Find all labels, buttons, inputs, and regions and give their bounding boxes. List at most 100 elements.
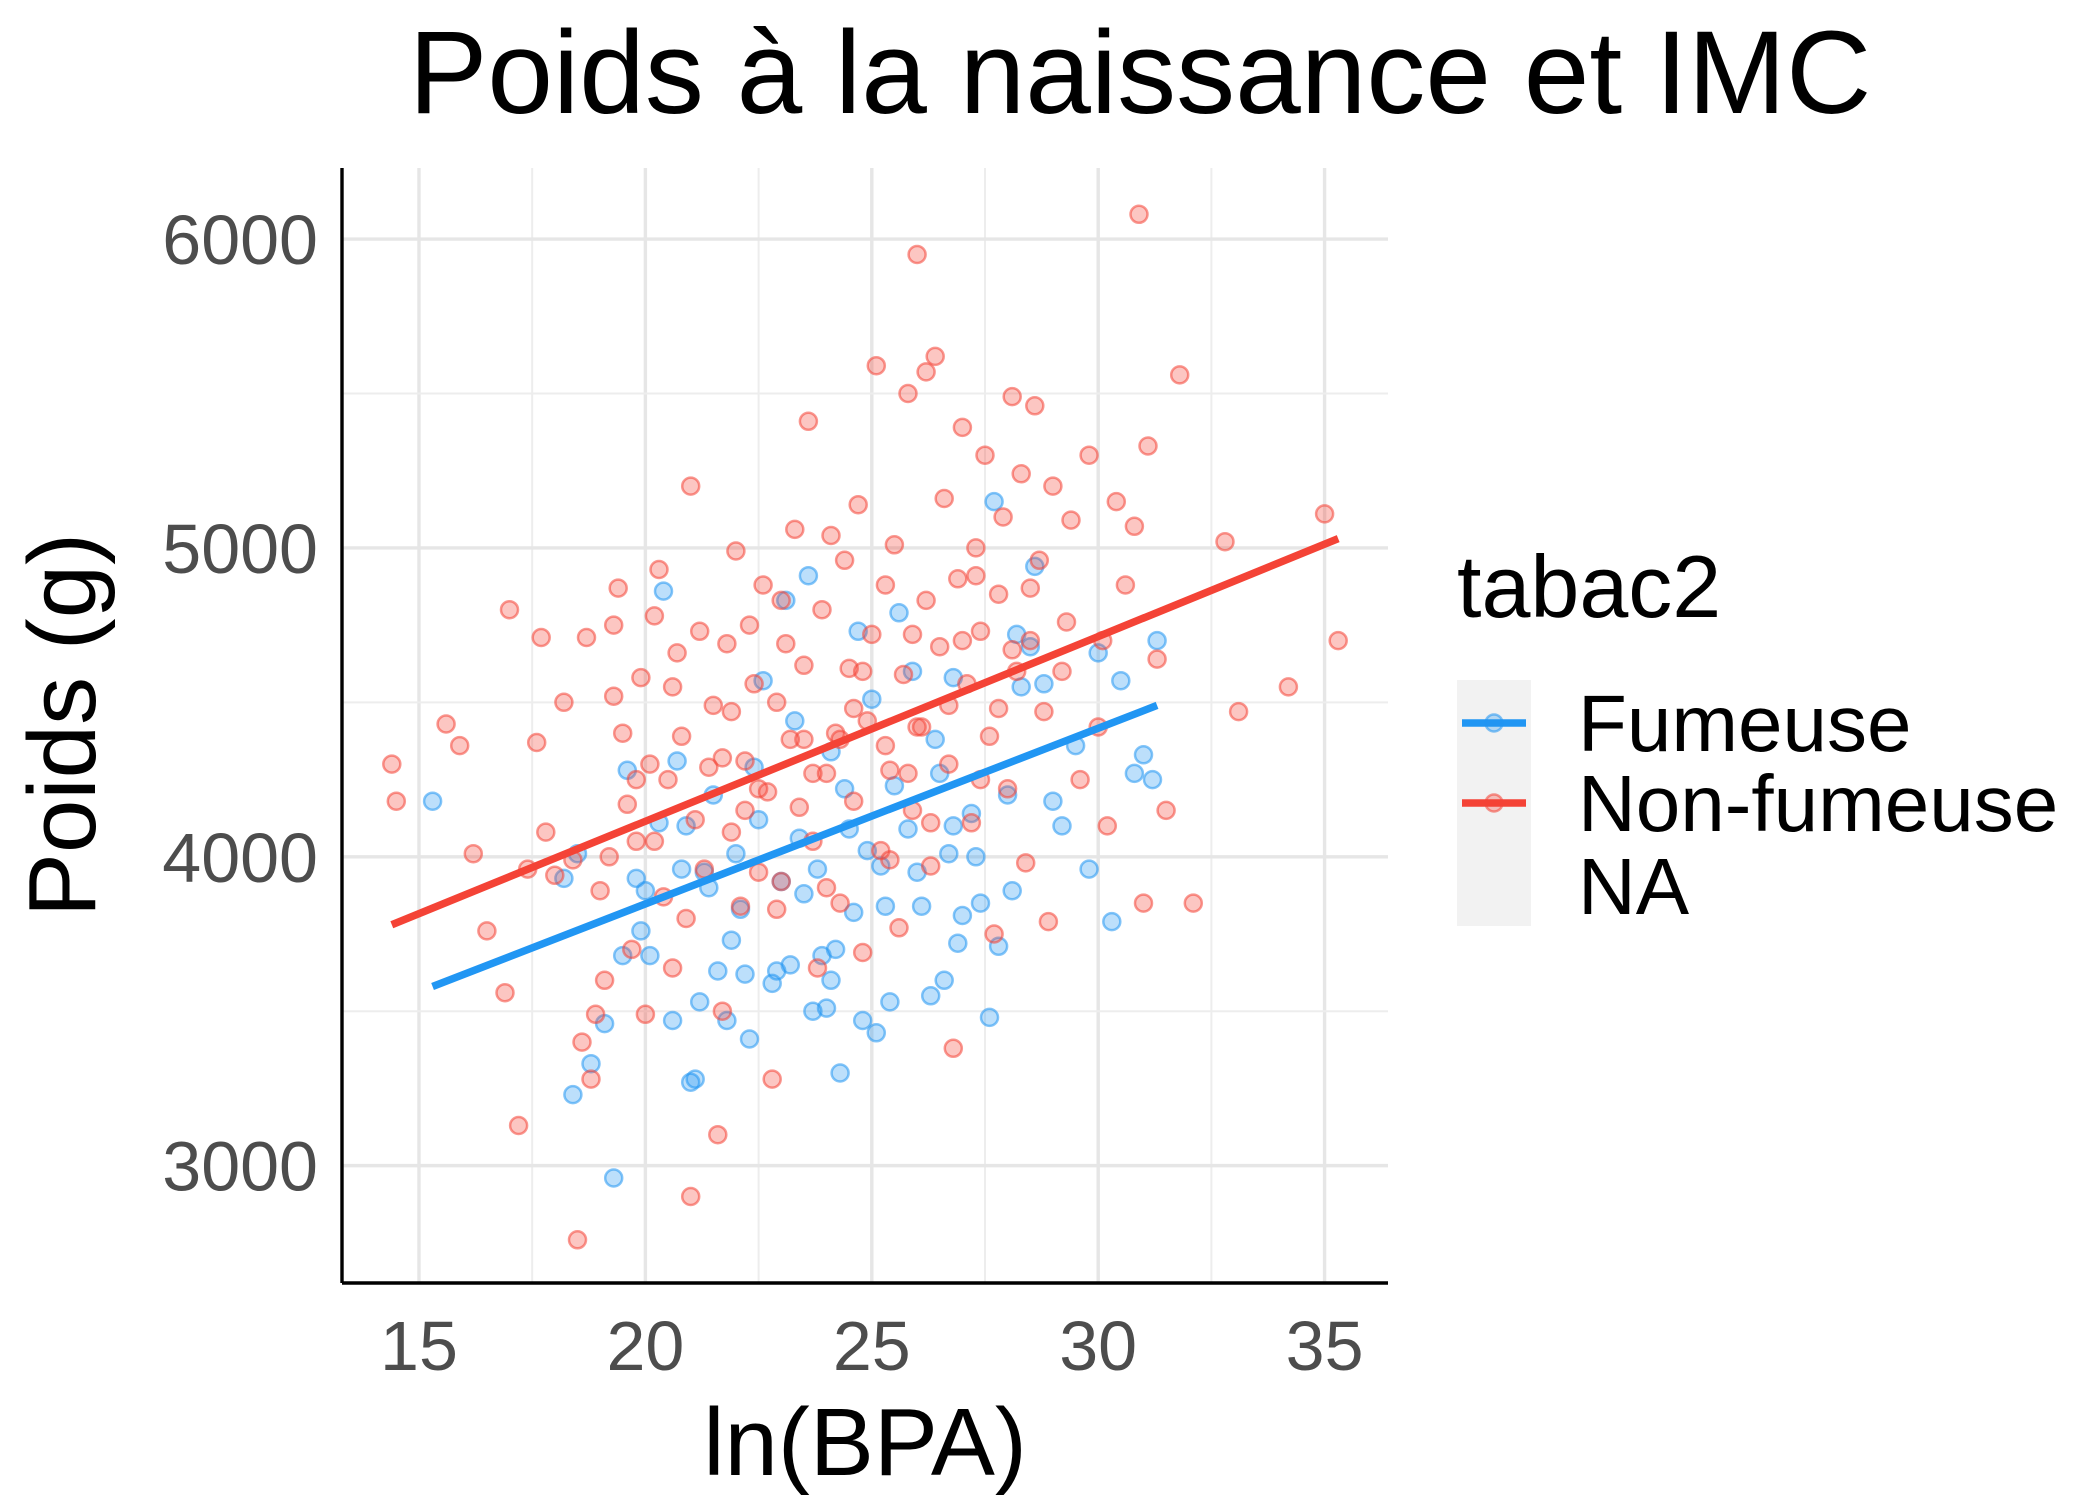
data-point [1314,504,1335,524]
data-point [649,559,669,580]
data-point [662,958,683,978]
data-point [1052,816,1072,836]
data-point [907,244,927,265]
data-point [495,982,515,1003]
data-point [631,921,651,941]
data-point [952,905,973,926]
data-point [975,445,995,465]
data-point [726,843,746,864]
data-point [680,1186,701,1207]
data-point [449,735,470,756]
data-point [929,636,950,657]
y-tick-labels: 3000 4000 5000 6000 [162,201,318,1206]
y-tick-label: 3000 [162,1128,318,1206]
data-point [644,606,665,626]
data-point [794,884,814,904]
data-point [1156,800,1176,821]
data-point [911,896,932,916]
data-point [703,695,724,716]
data-point [830,893,850,913]
data-point [816,763,837,784]
data-point [1215,531,1235,552]
data-point [943,816,964,836]
data-point [939,754,959,774]
data-point [884,535,905,555]
data-point [563,1084,583,1105]
data-point [816,998,837,1018]
data-point [794,655,814,676]
data-point [1034,701,1054,722]
data-point [1115,575,1136,595]
data-point [1061,510,1081,530]
data-point [721,822,742,842]
legend-title: tabac2 [1457,537,1721,636]
x-tick-label: 30 [1059,1307,1137,1385]
data-point [807,859,828,879]
data-point [948,933,968,953]
data-point [766,692,787,713]
data-point [626,769,647,790]
data-point [508,1115,529,1136]
data-point [689,992,710,1012]
data-point [934,488,954,509]
data-point [843,791,864,811]
data-point [807,958,828,978]
data-point [526,732,547,753]
data-point [766,899,787,920]
data-point [1138,436,1158,456]
data-point [712,748,733,768]
data-point [1079,859,1099,879]
data-point [1020,636,1041,657]
data-point [1328,630,1348,651]
data-point [843,902,864,923]
data-point [581,1069,601,1089]
data-point [798,411,819,432]
y-tick-label: 6000 [162,201,318,279]
data-point [735,800,755,821]
data-point [776,633,796,654]
data-point [825,939,846,960]
data-point [821,525,841,546]
data-point [640,754,660,774]
data-point [1056,612,1077,632]
data-point [667,643,687,663]
data-point [880,850,900,870]
data-point [545,865,565,886]
data-point [966,847,986,867]
data-points [382,204,1348,1250]
data-point [771,590,791,611]
data-point [671,859,692,879]
data-point [1133,745,1154,765]
y-axis-title: Poids (g) [9,533,116,917]
data-point [572,1032,592,1052]
data-point [721,701,742,722]
data-point [726,541,746,561]
x-axis-title: ln(BPA) [703,1389,1027,1496]
data-point [603,1168,624,1188]
data-point [830,1063,850,1083]
data-point [798,565,819,586]
data-point [640,945,660,966]
data-point [662,1010,683,1031]
data-point [689,621,710,642]
data-point [920,813,941,833]
data-point [1020,578,1041,598]
data-point [812,599,832,620]
legend-label: NA [1578,842,1690,931]
data-point [852,942,873,963]
data-point [1097,816,1118,836]
data-point [834,550,855,571]
data-point [898,763,918,784]
data-point [739,615,760,635]
data-point [1183,893,1204,913]
data-point [477,921,497,941]
data-point [785,519,805,540]
data-point [816,877,837,898]
data-point [1070,769,1090,790]
data-point [925,729,945,750]
data-point [993,507,1013,527]
data-point [866,1023,887,1043]
data-point [970,621,991,642]
data-point [893,664,914,685]
